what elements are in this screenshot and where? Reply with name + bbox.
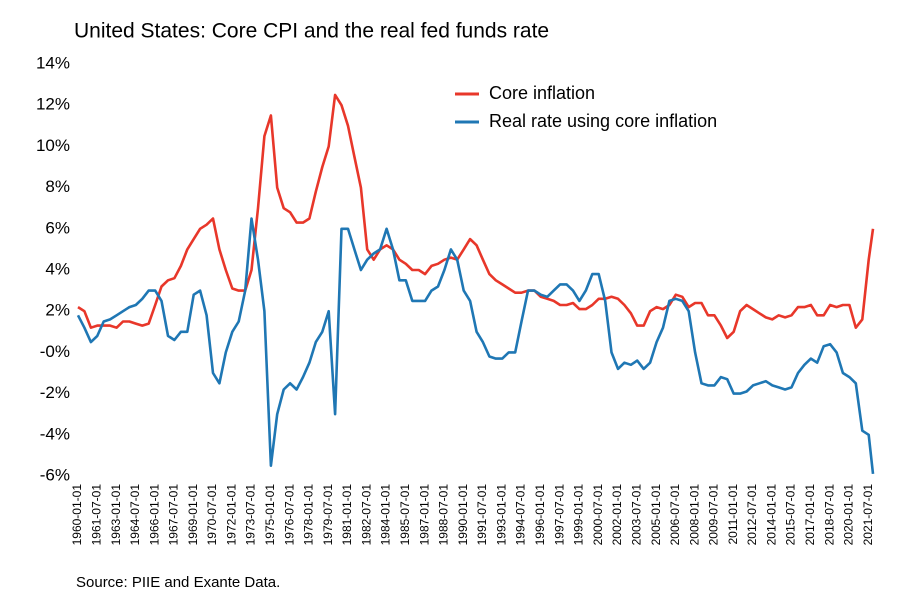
x-tick-label: 2018-07-01 bbox=[822, 484, 836, 546]
x-tick-label: 1993-01-01 bbox=[494, 484, 508, 546]
legend-label: Core inflation bbox=[489, 83, 595, 103]
x-tick-label: 1985-07-01 bbox=[398, 484, 412, 546]
y-tick-label: 4% bbox=[45, 259, 70, 278]
y-tick-label: 12% bbox=[36, 95, 70, 114]
x-tick-label: 2009-07-01 bbox=[707, 484, 721, 546]
x-tick-label: 2002-01-01 bbox=[610, 484, 624, 546]
x-tick-label: 1994-07-01 bbox=[514, 484, 528, 546]
x-tick-label: 1969-01-01 bbox=[186, 484, 200, 546]
x-tick-label: 2012-07-01 bbox=[745, 484, 759, 546]
y-tick-label: -0% bbox=[40, 342, 70, 361]
x-tick-label: 1979-07-01 bbox=[321, 484, 335, 546]
x-tick-label: 2005-01-01 bbox=[649, 484, 663, 546]
x-tick-label: 1960-01-01 bbox=[70, 484, 84, 546]
y-tick-label: 14% bbox=[36, 53, 70, 72]
x-tick-label: 1997-07-01 bbox=[552, 484, 566, 546]
x-tick-label: 1976-07-01 bbox=[282, 484, 296, 546]
y-tick-label: -4% bbox=[40, 424, 70, 443]
x-tick-label: 1975-01-01 bbox=[263, 484, 277, 546]
x-tick-label: 1972-01-01 bbox=[224, 484, 238, 546]
x-tick-label: 1964-07-01 bbox=[128, 484, 142, 546]
series-line bbox=[77, 93, 875, 340]
x-tick-label: 1982-07-01 bbox=[359, 484, 373, 546]
x-tick-label: 2015-07-01 bbox=[784, 484, 798, 546]
x-tick-label: 2000-07-01 bbox=[591, 484, 605, 546]
y-tick-label: -6% bbox=[40, 465, 70, 484]
y-tick-label: 10% bbox=[36, 136, 70, 155]
x-tick-label: 1984-01-01 bbox=[379, 484, 393, 546]
x-tick-label: 1999-01-01 bbox=[572, 484, 586, 546]
x-tick-label: 2011-01-01 bbox=[726, 484, 740, 545]
x-tick-label: 1987-01-01 bbox=[417, 484, 431, 546]
chart-title: United States: Core CPI and the real fed… bbox=[74, 20, 549, 43]
x-tick-label: 1973-07-01 bbox=[244, 484, 258, 546]
x-tick-label: 1991-07-01 bbox=[475, 484, 489, 546]
x-tick-label: 2006-07-01 bbox=[668, 484, 682, 546]
x-tick-label: 1966-01-01 bbox=[147, 484, 161, 546]
series-line bbox=[76, 217, 875, 475]
x-tick-label: 2020-01-01 bbox=[842, 484, 856, 546]
x-tick-label: 1978-01-01 bbox=[302, 484, 316, 546]
x-tick-label: 2021-07-01 bbox=[861, 484, 875, 546]
x-tick-label: 1970-07-01 bbox=[205, 484, 219, 546]
x-tick-label: 1961-07-01 bbox=[89, 484, 103, 546]
x-tick-label: 2008-01-01 bbox=[687, 484, 701, 546]
x-tick-label: 2003-07-01 bbox=[629, 484, 643, 546]
x-tick-label: 1988-07-01 bbox=[437, 484, 451, 546]
x-tick-label: 1981-01-01 bbox=[340, 484, 354, 546]
legend-label: Real rate using core inflation bbox=[489, 111, 717, 131]
y-tick-label: -2% bbox=[40, 383, 70, 402]
x-tick-label: 2017-01-01 bbox=[803, 484, 817, 546]
x-tick-label: 1963-01-01 bbox=[109, 484, 123, 546]
x-tick-label: 1967-07-01 bbox=[167, 484, 181, 546]
x-tick-label: 1990-01-01 bbox=[456, 484, 470, 546]
source-note: Source: PIIE and Exante Data. bbox=[76, 574, 280, 591]
x-tick-label: 1996-01-01 bbox=[533, 484, 547, 546]
y-tick-label: 2% bbox=[45, 301, 70, 320]
y-tick-label: 8% bbox=[45, 177, 70, 196]
x-tick-label: 2014-01-01 bbox=[764, 484, 778, 546]
y-tick-label: 6% bbox=[45, 218, 70, 237]
